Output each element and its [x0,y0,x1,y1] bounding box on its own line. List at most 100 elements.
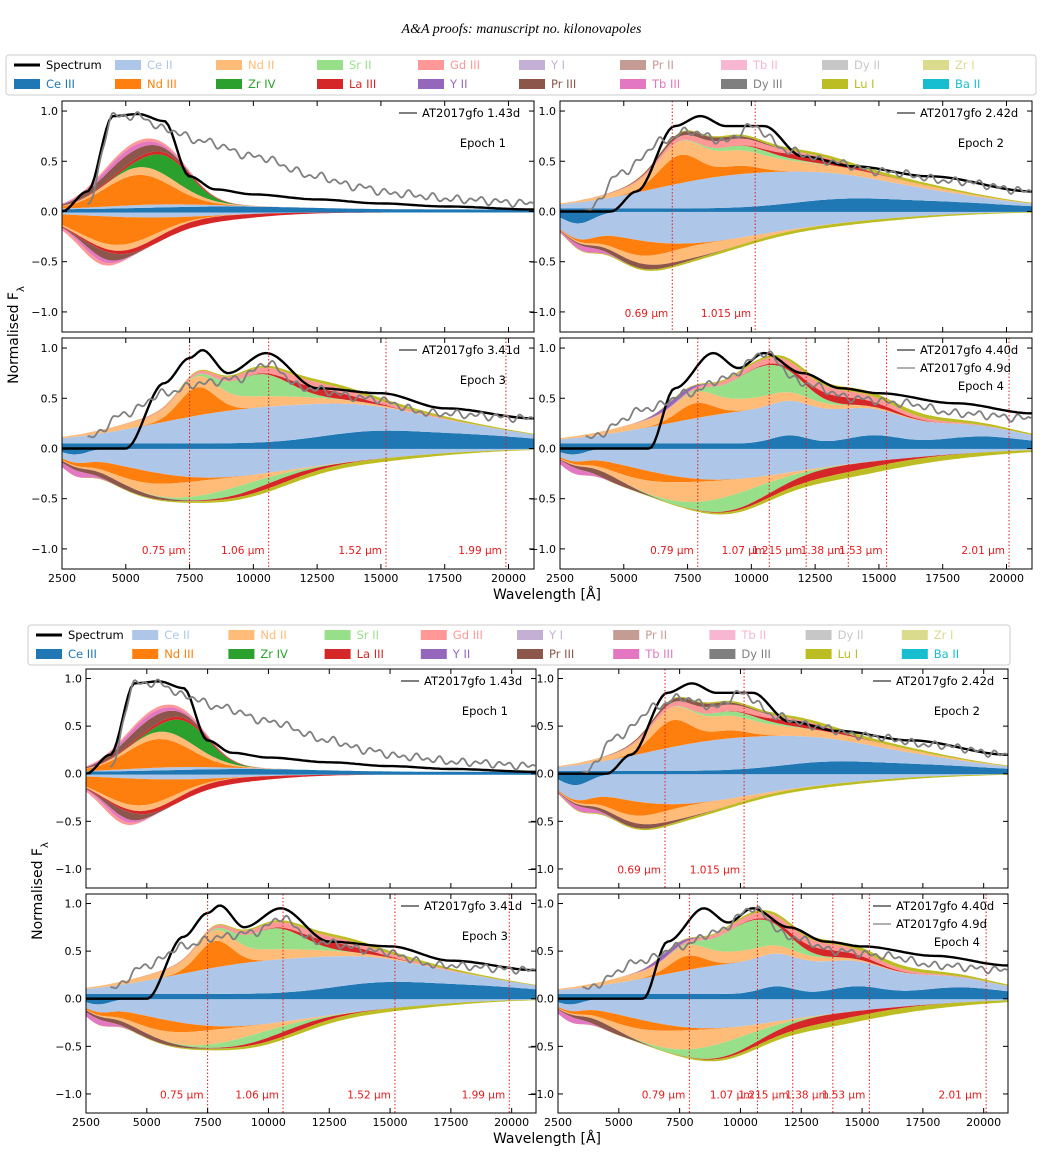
legend-label-zr-iv: Zr IV [260,647,288,661]
upper-figure-panel-2: 0.69 μm 1.015 μm 1.0 0.5 0.0 −0.5 −1.0 AT2017gf… [529,100,1033,333]
area-sr-ii-emission [558,919,1008,989]
spectrum-line [86,904,536,1000]
upper-figure-panel-1-frame [61,100,535,333]
area-nd-iii-emission [62,174,534,210]
legend-swatch-dy-iii [721,79,747,89]
legend-label-tb-iii: Tb III [651,77,680,91]
legend-swatch-y-i [519,60,545,70]
y-tick-label: 0.0 [41,442,59,455]
y-tick-label: 1.0 [537,673,555,686]
x-tick-label: 15000 [861,572,896,585]
area-nd-iii-emission [558,719,1008,767]
feature-label: 1.52 μm [347,1090,391,1102]
legend-swatch-ce-ii [132,630,159,640]
area-la-iii-emission [62,373,534,437]
legend-swatch-la-iii [324,649,351,659]
observed-spectrum-line [86,111,534,209]
legend-swatch-sr-ii [317,60,343,70]
legend-label-tb-ii: Tb II [740,628,766,642]
feature-label: 0.79 μm [642,1090,686,1102]
area-sr-ii-emission [560,365,1032,439]
area-ce-ii-absorption [560,211,1032,244]
area-ce-ii-absorption [62,212,534,218]
area-zr-iv-emission [62,154,534,210]
feature-label: 0.75 μm [160,1090,204,1102]
area-zr-iv-emission [86,719,536,772]
y-tick-label: 1.0 [537,898,555,911]
legend-swatch-pr-iii [517,649,543,659]
legend-swatch-nd-iii [132,649,159,659]
legend-swatch-y-i [517,630,543,640]
x-tick-label: 7500 [194,1116,222,1129]
legend-label-zr-i: Zr I [955,58,975,72]
legend-swatch-nd-iii [115,79,141,89]
legend-label-tb-iii: Tb III [644,647,673,661]
legend-swatch-nd-ii [228,630,255,640]
epoch-label: Epoch 4 [958,379,1004,393]
legend-label-spectrum: Spectrum [68,628,124,642]
feature-label: 1.38 μm [785,1090,829,1102]
x-tick-label: 10000 [734,572,769,585]
x-tick-label: 7500 [666,1116,694,1129]
feature-label: 1.99 μm [458,545,502,557]
area-nd-ii-absorption [558,1000,1008,1050]
legend-label-ce-iii: Ce III [46,77,75,91]
area-la-iii-absorption [62,212,534,255]
legend-label-zr-i: Zr I [934,628,954,642]
legend-swatch-pr-ii [613,630,640,640]
lower-figure-panel-2-frame [557,668,1009,889]
lower-figure-panel-3-frame [85,893,537,1114]
legend-swatch-ce-iii [36,649,62,659]
obs-legend-label: AT2017gfo 4.40d [920,343,1018,357]
area-ce-ii-absorption [560,448,1032,480]
x-tick-label: 15000 [845,1116,880,1129]
feature-label: 1.07 μm [710,1090,754,1102]
legend-swatch-dy-ii [805,630,832,640]
y-tick-label: −1.0 [31,543,58,556]
feature-label: 2.01 μm [938,1090,982,1102]
legend-label-nd-ii: Nd II [260,628,286,642]
x-tick-label: 2500 [72,1116,100,1129]
epoch-label: Epoch 1 [462,704,508,718]
y-tick-label: −1.0 [31,306,58,319]
legend-swatch-tb-ii [721,60,747,70]
y-tick-label: 1.0 [41,105,59,118]
area-ce-iii-emission [86,981,536,999]
legend-label-ce-ii: Ce II [164,628,190,642]
feature-label: 1.06 μm [221,545,265,557]
legend-swatch-pr-iii [519,79,545,89]
y-tick-label: −1.0 [55,863,82,876]
legend-label-ce-iii: Ce III [68,647,97,661]
legend-swatch-lu-i [822,79,848,89]
y-tick-label: 0.5 [537,720,555,733]
legend-swatch-ba-ii [901,649,928,659]
y-tick-label: 1.0 [539,342,557,355]
spectrum-line [560,351,1032,450]
y-tick-label: −0.5 [529,256,556,269]
y-tick-label: −1.0 [529,543,556,556]
area-nd-ii-absorption [86,774,536,812]
y-tick-label: −0.5 [31,256,58,269]
lower-figure-legend-frame [27,624,1011,666]
y-tick-label: −0.5 [527,815,554,828]
feature-label: 0.69 μm [617,865,661,877]
y-tick-label: −1.0 [55,1088,82,1101]
legend-swatch-zr-iv [216,79,242,89]
legend-label-ba-ii: Ba II [955,77,980,91]
area-nd-ii-absorption [558,774,1008,825]
legend-label-y-ii: Y II [449,77,467,91]
page-header: A&A proofs: manuscript no. kilonovapoles [401,22,642,37]
legend-swatch-zr-iv [228,649,255,659]
y-tick-label: 0.5 [41,392,59,405]
y-tick-label: 0.0 [537,993,555,1006]
legend-label-sr-ii: Sr II [357,628,379,642]
x-tick-label: 2500 [546,572,574,585]
lower-figure-panel-1-plot-area [86,678,536,825]
area-ce-ii-emission [62,204,534,210]
area-nd-iii-absorption [560,212,1032,256]
legend-label-la-iii: La III [349,77,376,91]
area-ce-ii-absorption [86,774,536,780]
legend-swatch-tb-iii [613,649,640,659]
y-tick-label: 0.5 [65,945,83,958]
